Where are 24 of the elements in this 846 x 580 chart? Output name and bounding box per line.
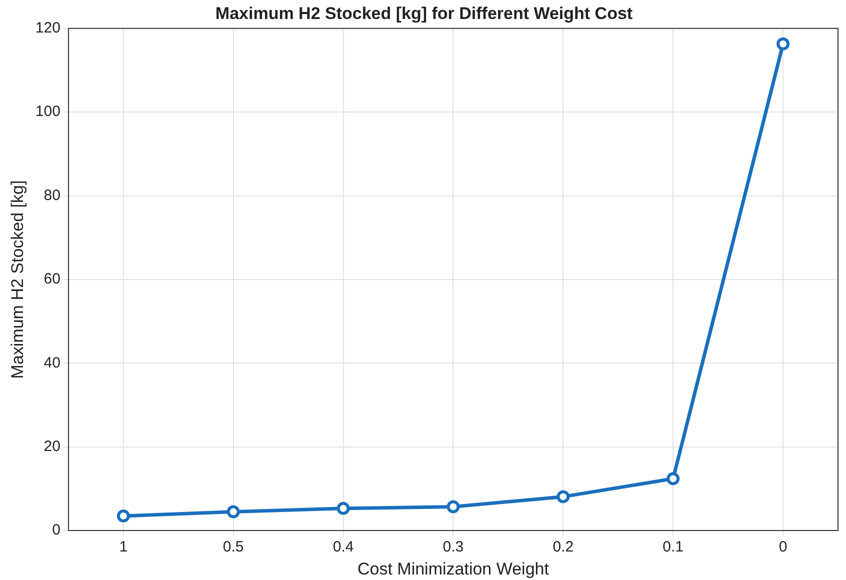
point: [226, 505, 240, 518]
x-tick-label: 0.5: [222, 538, 244, 556]
y-tick-label: 60: [44, 270, 60, 288]
chart-title: Maximum H2 Stocked [kg] for Different Weight Cost: [215, 4, 633, 23]
y-tick-label: 100: [35, 103, 60, 120]
point: [336, 502, 350, 515]
y-axis-title: Maximum H2 Stocked [kg]: [8, 180, 27, 379]
y-tick-label: 20: [44, 438, 60, 456]
point: [666, 472, 680, 486]
x-tick-label: 0.2: [552, 538, 574, 556]
point: [446, 500, 460, 514]
x-tick-label: 1: [119, 538, 128, 556]
x-tick-label: 0.4: [332, 538, 354, 556]
y-tick-label: 0: [52, 522, 60, 539]
point: [776, 37, 790, 50]
point: [556, 490, 570, 504]
x-tick-label: 0.3: [442, 538, 464, 556]
point: [116, 509, 130, 522]
x-tick-label: 0.1: [662, 538, 684, 556]
y-tick-label: 80: [44, 186, 60, 204]
x-axis-title: Cost Minimization Weight: [357, 559, 550, 578]
y-tick-label: 40: [44, 354, 60, 372]
x-tick-label: 0: [778, 538, 788, 556]
y-tick-label: 120: [35, 20, 60, 37]
